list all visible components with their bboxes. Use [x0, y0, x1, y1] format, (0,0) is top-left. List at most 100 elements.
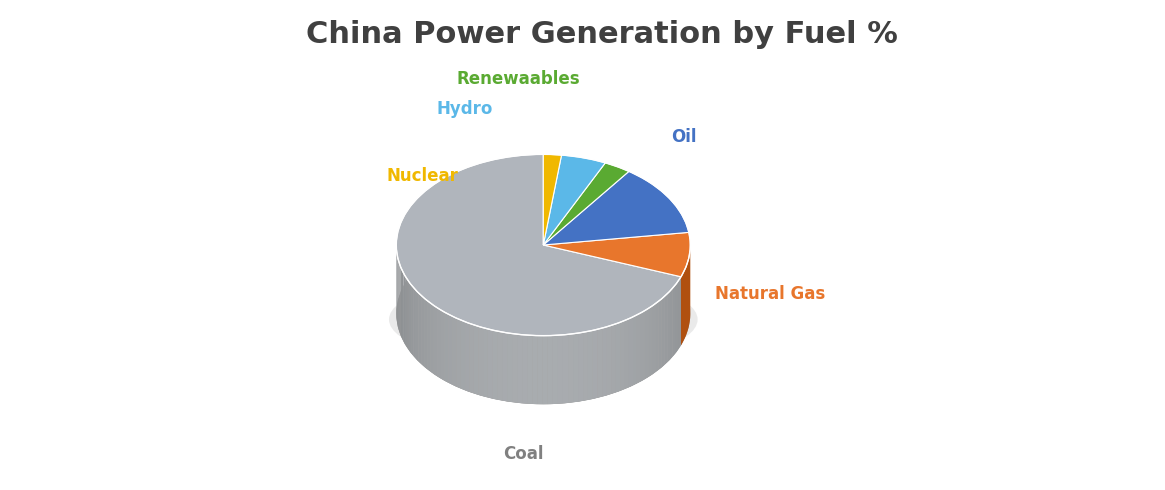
Polygon shape	[648, 306, 651, 377]
Polygon shape	[465, 322, 469, 392]
Polygon shape	[483, 328, 488, 397]
Ellipse shape	[397, 223, 690, 404]
Polygon shape	[612, 324, 616, 394]
Polygon shape	[433, 305, 437, 376]
Polygon shape	[409, 282, 411, 353]
Polygon shape	[662, 296, 664, 368]
Text: Coal: Coal	[503, 445, 544, 463]
Polygon shape	[532, 335, 537, 404]
Polygon shape	[528, 335, 532, 404]
Polygon shape	[624, 318, 629, 389]
Polygon shape	[507, 333, 513, 402]
Polygon shape	[668, 291, 670, 362]
Polygon shape	[457, 318, 460, 389]
Text: Natural Gas: Natural Gas	[715, 285, 825, 303]
Polygon shape	[616, 322, 621, 392]
Ellipse shape	[403, 227, 683, 400]
Polygon shape	[543, 232, 691, 277]
Polygon shape	[573, 333, 578, 402]
Polygon shape	[553, 335, 558, 404]
Polygon shape	[460, 320, 465, 391]
Text: Nuclear: Nuclear	[387, 168, 458, 185]
Polygon shape	[578, 332, 582, 402]
Polygon shape	[682, 245, 691, 345]
Polygon shape	[452, 316, 457, 387]
Text: Hydro: Hydro	[437, 99, 493, 118]
Polygon shape	[602, 327, 607, 396]
Ellipse shape	[400, 225, 686, 402]
Polygon shape	[411, 285, 414, 356]
Polygon shape	[428, 301, 431, 372]
Polygon shape	[479, 326, 483, 396]
Ellipse shape	[401, 225, 686, 402]
Ellipse shape	[398, 224, 689, 403]
Polygon shape	[469, 323, 474, 393]
Ellipse shape	[402, 226, 685, 401]
Polygon shape	[403, 273, 405, 344]
Polygon shape	[414, 288, 416, 359]
Ellipse shape	[400, 225, 686, 402]
Polygon shape	[629, 317, 633, 387]
Polygon shape	[437, 308, 440, 379]
Polygon shape	[445, 312, 449, 383]
Polygon shape	[679, 277, 682, 348]
Polygon shape	[522, 335, 528, 404]
Ellipse shape	[403, 227, 684, 400]
Polygon shape	[641, 311, 644, 381]
Ellipse shape	[401, 226, 686, 401]
Ellipse shape	[400, 225, 687, 402]
Ellipse shape	[402, 226, 685, 401]
Ellipse shape	[397, 223, 690, 404]
Ellipse shape	[402, 226, 685, 401]
Polygon shape	[664, 294, 668, 365]
Polygon shape	[582, 331, 588, 401]
Polygon shape	[543, 336, 548, 404]
Polygon shape	[675, 283, 677, 354]
Polygon shape	[677, 280, 679, 351]
Ellipse shape	[402, 227, 684, 400]
Polygon shape	[670, 288, 672, 360]
Polygon shape	[449, 314, 452, 385]
Text: China Power Generation by Fuel %: China Power Generation by Fuel %	[306, 20, 898, 49]
Polygon shape	[621, 320, 624, 391]
Polygon shape	[497, 331, 502, 401]
Ellipse shape	[403, 227, 684, 400]
Polygon shape	[488, 329, 493, 399]
Polygon shape	[598, 328, 602, 398]
Polygon shape	[401, 267, 402, 339]
Polygon shape	[422, 295, 424, 367]
Polygon shape	[493, 330, 497, 400]
Polygon shape	[644, 308, 648, 379]
Polygon shape	[658, 299, 662, 370]
Polygon shape	[424, 298, 428, 369]
Ellipse shape	[398, 224, 689, 403]
Polygon shape	[543, 163, 629, 245]
Ellipse shape	[397, 224, 689, 403]
Ellipse shape	[402, 226, 685, 401]
Polygon shape	[543, 172, 689, 245]
Ellipse shape	[401, 225, 686, 402]
Polygon shape	[593, 329, 598, 399]
Polygon shape	[672, 285, 675, 357]
Ellipse shape	[397, 223, 690, 404]
Polygon shape	[563, 334, 569, 403]
Polygon shape	[513, 334, 517, 403]
Polygon shape	[543, 154, 562, 245]
Polygon shape	[637, 313, 641, 384]
Polygon shape	[440, 310, 445, 381]
Ellipse shape	[398, 224, 689, 403]
Ellipse shape	[397, 224, 689, 403]
Polygon shape	[405, 276, 407, 347]
Ellipse shape	[396, 223, 691, 404]
Polygon shape	[633, 315, 637, 386]
Ellipse shape	[400, 225, 687, 402]
Polygon shape	[431, 303, 433, 374]
Ellipse shape	[401, 226, 685, 401]
Polygon shape	[558, 335, 563, 404]
Polygon shape	[416, 290, 418, 362]
Polygon shape	[607, 325, 612, 395]
Polygon shape	[537, 336, 543, 404]
Polygon shape	[502, 332, 507, 401]
Polygon shape	[396, 154, 682, 336]
Polygon shape	[543, 155, 606, 245]
